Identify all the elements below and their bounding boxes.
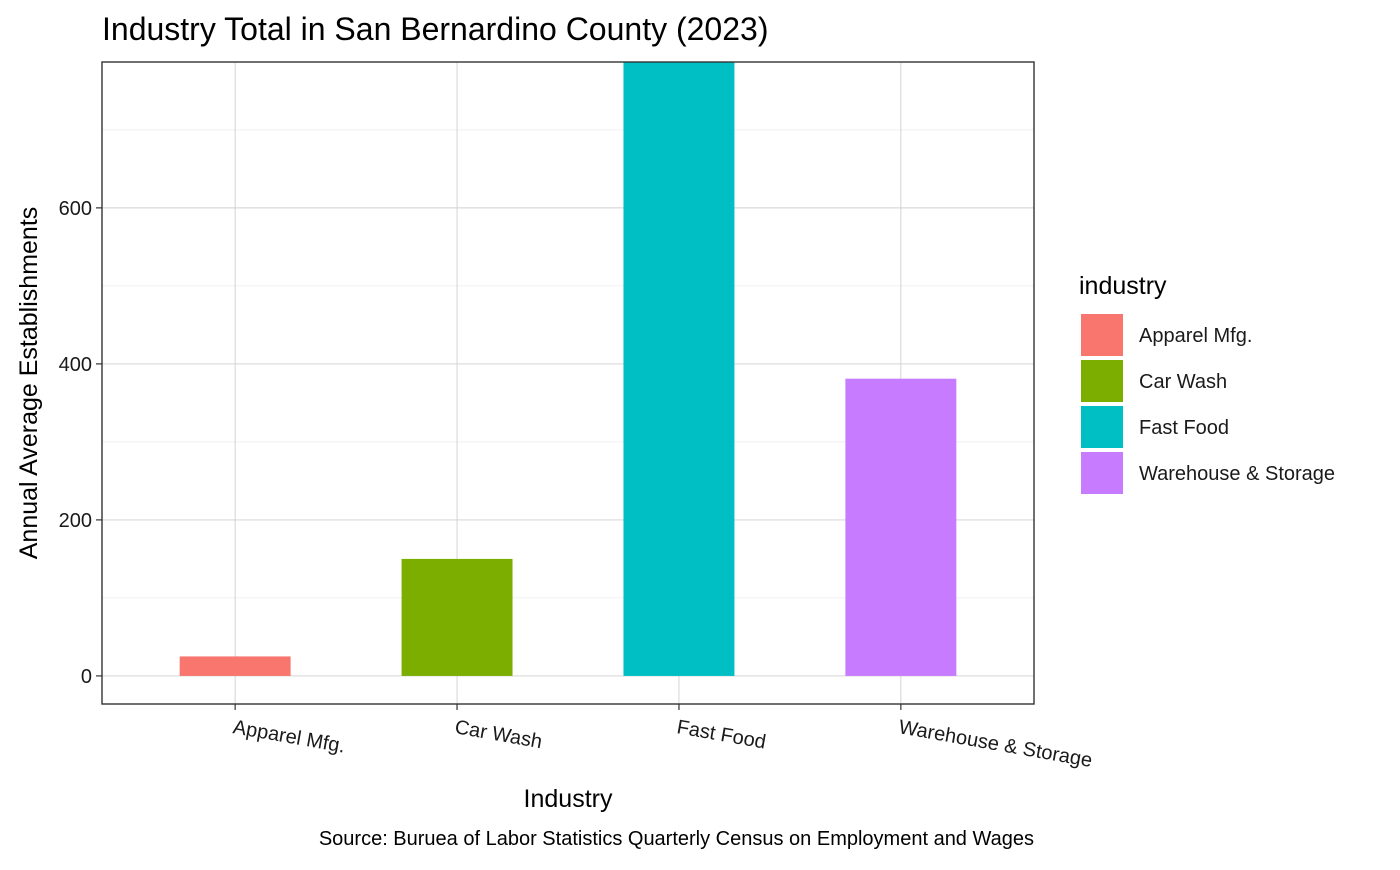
legend-key [1081, 360, 1123, 402]
legend-key [1081, 452, 1123, 494]
chart-title: Industry Total in San Bernardino County … [102, 11, 768, 47]
legend-label: Warehouse & Storage [1139, 463, 1335, 485]
legend: industry Apparel Mfg. Car Wash Fast Food Wa… [1079, 272, 1335, 494]
y-tick-label: 600 [59, 198, 92, 220]
y-tick-label: 0 [81, 666, 92, 688]
legend-key [1081, 406, 1123, 448]
bar [401, 558, 513, 676]
y-axis-title: Annual Average Establishments [15, 207, 43, 560]
bars [179, 62, 957, 676]
legend-label: Apparel Mfg. [1139, 325, 1252, 347]
y-axis-ticks: 0 200 400 600 [59, 198, 102, 688]
x-axis-ticks: Apparel Mfg. Car Wash Fast Food Warehouse &… [231, 704, 1094, 772]
bar [179, 656, 291, 676]
legend-key [1081, 314, 1123, 356]
x-tick-label: Car Wash [453, 716, 544, 753]
bar [623, 62, 735, 676]
plot-panel-border [101, 61, 1035, 705]
x-tick-label: Fast Food [675, 716, 767, 753]
legend-label: Fast Food [1139, 417, 1229, 439]
y-tick-label: 400 [59, 354, 92, 376]
x-tick-label: Apparel Mfg. [231, 716, 346, 757]
x-tick-label: Warehouse & Storage [897, 716, 1094, 772]
chart-caption: Source: Buruea of Labor Statistics Quart… [319, 828, 1034, 850]
y-tick-label: 200 [59, 510, 92, 532]
legend-title: industry [1079, 272, 1167, 300]
x-axis-title: Industry [524, 785, 613, 813]
bar [845, 378, 957, 676]
legend-label: Car Wash [1139, 371, 1227, 393]
